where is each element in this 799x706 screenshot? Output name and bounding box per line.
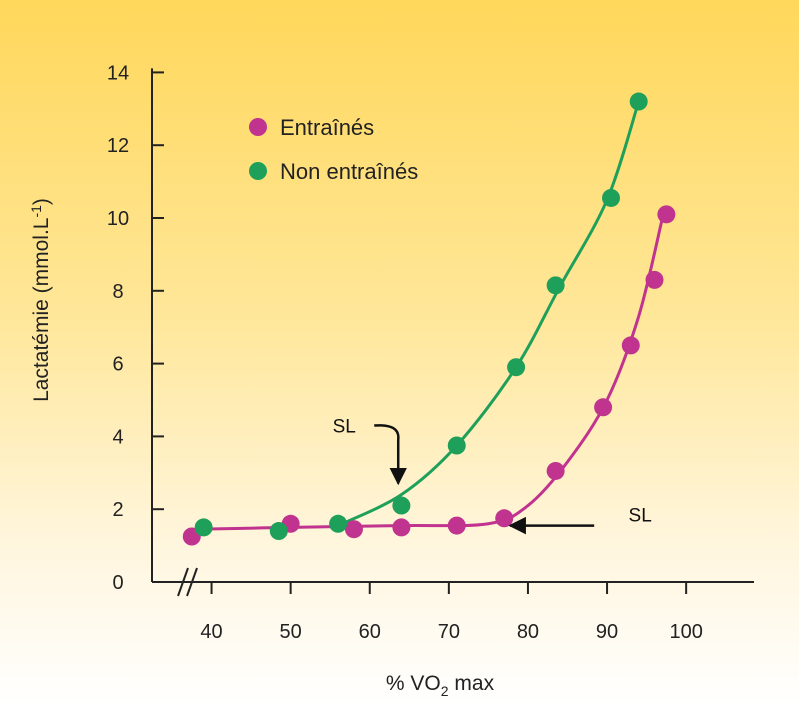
series-curves: [195, 101, 664, 531]
point-entraines: [344, 520, 363, 539]
y-axis-title-close: ): [30, 198, 53, 205]
curve-entraines: [195, 217, 664, 531]
x-axis-title: % VO2 max: [386, 672, 495, 699]
x-axis-title-suffix: max: [449, 672, 495, 695]
y-tick-label: 6: [112, 354, 123, 376]
x-axis-title-subscript: 2: [441, 683, 449, 699]
y-tick-label: 2: [112, 499, 123, 521]
point-non-entraines: [546, 276, 565, 295]
x-tick-label: 80: [517, 621, 539, 643]
y-tick-label: 0: [112, 572, 123, 594]
point-non-entraines: [194, 518, 213, 537]
point-entraines: [546, 461, 565, 480]
point-non-entraines: [269, 522, 288, 541]
point-non-entraines: [629, 92, 648, 111]
legend-swatch: [249, 162, 267, 180]
annotations: SL SL: [333, 417, 652, 535]
point-entraines: [645, 270, 664, 289]
x-tick-label: 50: [280, 621, 302, 643]
legend: Entraînés Non entraînés: [249, 115, 418, 184]
y-tick-label: 14: [107, 62, 129, 84]
legend-label: Entraînés: [280, 115, 374, 140]
point-entraines: [594, 398, 613, 417]
y-tick-label: 4: [112, 426, 123, 448]
point-entraines: [657, 205, 676, 224]
y-tick-label: 10: [107, 208, 129, 230]
series-points: [182, 92, 676, 546]
x-tick-label: 100: [669, 621, 702, 643]
point-non-entraines: [392, 496, 411, 515]
y-axis-title-superscript: -1: [28, 205, 44, 218]
point-non-entraines: [329, 514, 348, 533]
legend-swatch: [249, 118, 267, 136]
point-entraines: [621, 336, 640, 355]
sl-label-trained: SL: [629, 506, 652, 527]
x-axis-title-prefix: % VO: [386, 672, 441, 695]
x-tick-label: 40: [200, 621, 222, 643]
x-tick-label: 60: [359, 621, 381, 643]
legend-label: Non entraînés: [280, 159, 418, 184]
sl-arrow-untrained: [374, 424, 407, 486]
x-tick-label: 70: [438, 621, 460, 643]
point-entraines: [392, 518, 411, 537]
axis-break-mark: [186, 567, 198, 597]
point-non-entraines: [507, 358, 526, 377]
y-tick-label: 8: [112, 281, 123, 303]
x-tick-label: 90: [596, 621, 618, 643]
y-tick-label: 12: [107, 135, 129, 157]
axis-break-mark: [177, 567, 189, 597]
y-axis-title: Lactatémie (mmol.L-1): [28, 198, 53, 402]
point-non-entraines: [602, 188, 621, 207]
y-axis-title-main: Lactatémie (mmol.L: [30, 218, 53, 402]
axes: 0 2 4 6 8 10 12 14 40 50 60 70 80 90 100: [107, 62, 754, 643]
sl-label-untrained: SL: [333, 417, 356, 438]
point-entraines: [447, 516, 466, 535]
point-non-entraines: [447, 436, 466, 455]
